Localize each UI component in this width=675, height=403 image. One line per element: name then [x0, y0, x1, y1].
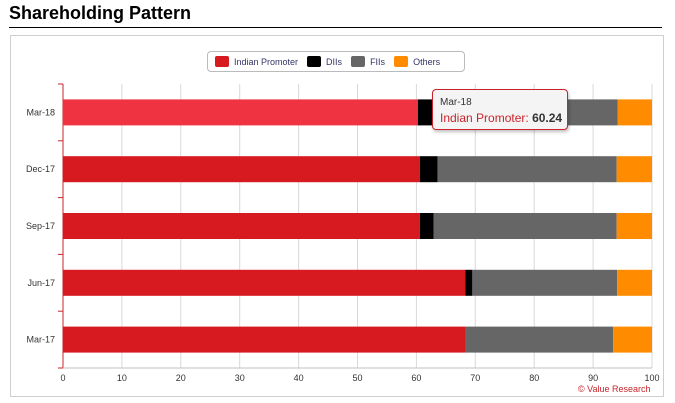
x-tick-label: 100 — [644, 373, 659, 383]
legend-item[interactable]: Indian Promoter — [215, 56, 298, 67]
bar-indian-promoter-jun-17 — [63, 269, 466, 296]
page-title: Shareholding Pattern — [9, 3, 192, 23]
y-tick-label: Mar-18 — [26, 107, 55, 117]
tooltip-value: 60.24 — [532, 111, 563, 125]
source-credit[interactable]: © Value Research — [578, 384, 651, 394]
bar-indian-promoter-sep-17 — [63, 213, 420, 239]
x-tick-label: 10 — [117, 373, 127, 383]
y-tick-label: Sep-17 — [26, 221, 55, 231]
x-tick-label: 20 — [176, 373, 186, 383]
bar-others-jun-17 — [617, 269, 652, 296]
bar-others-mar-17 — [613, 326, 652, 353]
legend-label: Indian Promoter — [234, 56, 299, 67]
bar-fiis-dec-17 — [437, 156, 617, 183]
x-tick-label: 0 — [60, 373, 65, 383]
bar-indian-promoter-mar-17 — [63, 326, 466, 353]
x-tick-label: 30 — [235, 373, 245, 383]
bar-others-mar-18 — [617, 99, 652, 126]
legend-item[interactable]: Others — [394, 56, 440, 67]
x-tick-label: 50 — [352, 373, 362, 383]
bar-indian-promoter-dec-17 — [63, 156, 420, 183]
bar-diis-sep-17 — [419, 213, 434, 239]
chart-tooltip: Mar-18 Indian Promoter: 60.24 — [432, 89, 568, 130]
x-tick-label: 80 — [529, 373, 539, 383]
y-tick-label: Jun-17 — [27, 278, 55, 288]
x-tick-label: 70 — [470, 373, 480, 383]
x-tick-label: 40 — [294, 373, 304, 383]
x-tick-label: 60 — [411, 373, 421, 383]
legend-label: FIIs — [370, 56, 386, 67]
tooltip-series-line: Indian Promoter: 60.24 — [440, 111, 563, 125]
bar-fiis-sep-17 — [433, 213, 617, 239]
legend-item[interactable]: FIIs — [351, 56, 385, 67]
chart-legend: Indian Promoter DIIs FIIs Others — [207, 51, 465, 72]
bar-indian-promoter-mar-18 — [63, 99, 418, 126]
legend-swatch — [307, 56, 322, 67]
y-tick-label: Mar-17 — [26, 335, 55, 345]
y-tick-label: Dec-17 — [26, 164, 55, 174]
tooltip-category: Mar-18 — [440, 97, 472, 108]
bar-others-dec-17 — [616, 156, 652, 183]
bar-diis-dec-17 — [419, 156, 438, 183]
legend-swatch — [351, 56, 366, 67]
bar-fiis-jun-17 — [472, 269, 618, 296]
bar-diis-jun-17 — [465, 269, 473, 296]
legend-swatch — [215, 56, 229, 67]
legend-item[interactable]: DIIs — [307, 56, 342, 67]
legend-label: Others — [413, 56, 441, 67]
bar-others-sep-17 — [616, 213, 652, 239]
title-divider — [9, 27, 662, 28]
legend-label: DIIs — [326, 56, 343, 67]
tooltip-series: Indian Promoter — [440, 111, 526, 125]
bar-fiis-mar-17 — [465, 326, 614, 353]
x-tick-label: 90 — [588, 373, 598, 383]
legend-swatch — [394, 56, 409, 67]
